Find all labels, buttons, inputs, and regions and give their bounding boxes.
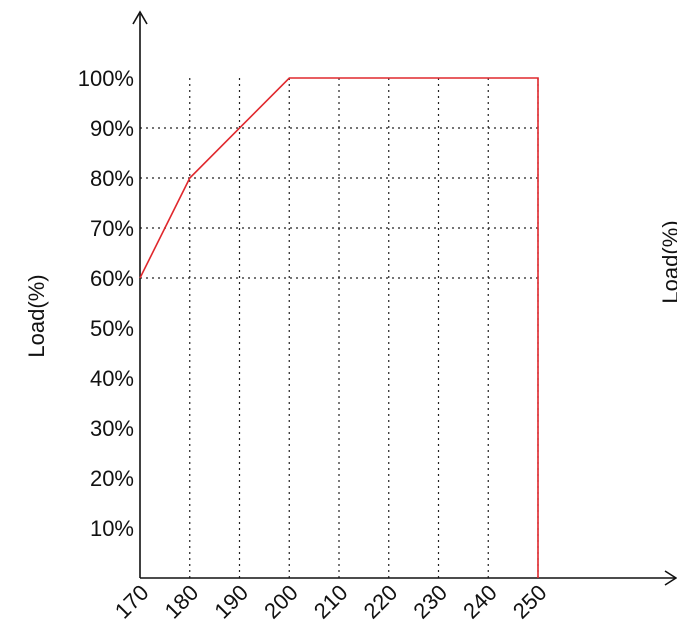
y-axis-arrow-icon xyxy=(132,10,148,25)
y-tick-label-100: 100% xyxy=(78,66,134,91)
x-tick-label-170: 170 xyxy=(110,580,154,624)
y-tick-label-10: 10% xyxy=(90,516,134,541)
y-tick-label-70: 70% xyxy=(90,216,134,241)
grid xyxy=(140,78,539,578)
x-axis-arrow-icon xyxy=(664,570,677,586)
x-tick-label-210: 210 xyxy=(309,580,353,624)
y-axis-label: Load(%) xyxy=(24,274,49,357)
y-tick-label-80: 80% xyxy=(90,166,134,191)
series-line-0 xyxy=(139,77,539,578)
y-tick-label-20: 20% xyxy=(90,466,134,491)
y-tick-label-90: 90% xyxy=(90,116,134,141)
x-tick-label-200: 200 xyxy=(259,580,303,624)
x-tick-labels: 170 180 190 200 210 220 230 240 250 xyxy=(110,580,552,624)
y-tick-label-60: 60% xyxy=(90,266,134,291)
x-tick-label-230: 230 xyxy=(408,580,452,624)
x-tick-label-240: 240 xyxy=(458,580,502,624)
x-tick-label-250: 250 xyxy=(508,580,552,624)
y-tick-label-30: 30% xyxy=(90,416,134,441)
y-tick-label-50: 50% xyxy=(90,316,134,341)
y-tick-label-40: 40% xyxy=(90,366,134,391)
right-y-axis-label: Load(%) xyxy=(658,220,677,303)
series xyxy=(139,77,539,578)
x-tick-label-220: 220 xyxy=(359,580,403,624)
x-tick-label-180: 180 xyxy=(160,580,204,624)
axes xyxy=(132,10,677,586)
x-tick-label-190: 190 xyxy=(209,580,253,624)
y-tick-labels: 10% 20% 30% 40% 50% 60% 70% 80% 90% 100% xyxy=(78,66,134,541)
